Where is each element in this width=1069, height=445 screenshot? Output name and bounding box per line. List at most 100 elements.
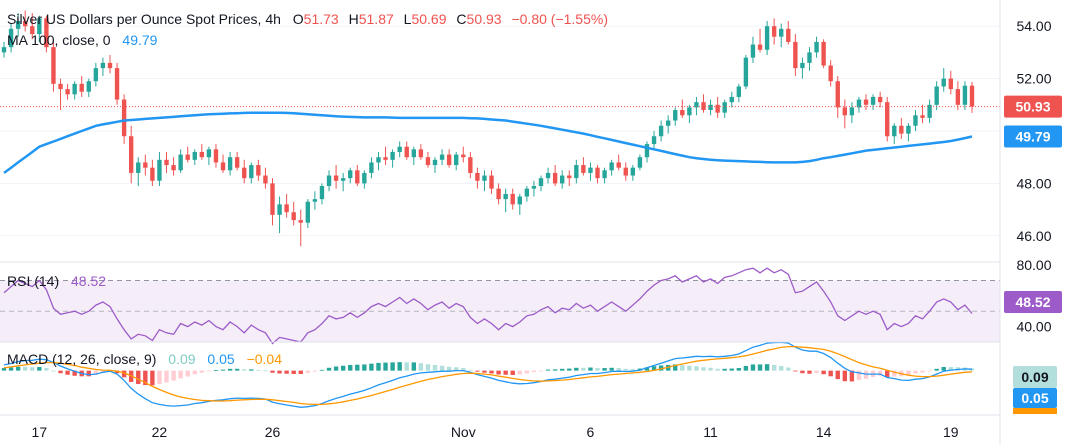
candle[interactable] [489, 170, 494, 194]
candle[interactable] [256, 159, 261, 181]
candle[interactable] [270, 178, 275, 226]
candle[interactable] [340, 172, 346, 192]
candle[interactable] [482, 170, 487, 192]
candle[interactable] [623, 162, 628, 181]
candle[interactable] [65, 83, 70, 100]
price-panel[interactable] [0, 10, 1000, 247]
candle[interactable] [390, 149, 395, 168]
candle[interactable] [355, 165, 360, 187]
candle[interactable] [892, 123, 897, 145]
candle[interactable] [213, 144, 219, 168]
candle[interactable] [899, 117, 904, 139]
candle[interactable] [870, 94, 876, 111]
candle[interactable] [757, 28, 763, 53]
candle[interactable] [771, 18, 777, 45]
candle[interactable] [51, 39, 56, 92]
candle[interactable] [743, 55, 749, 90]
candle[interactable] [157, 151, 162, 187]
candle[interactable] [807, 47, 812, 71]
candle[interactable] [171, 157, 176, 176]
candle[interactable] [658, 120, 664, 142]
candle[interactable] [439, 149, 445, 166]
candle[interactable] [468, 151, 473, 179]
candle[interactable] [454, 151, 459, 171]
candle[interactable] [814, 36, 819, 58]
candle[interactable] [729, 91, 734, 108]
candle[interactable] [475, 167, 480, 189]
candle[interactable] [701, 94, 706, 113]
candle[interactable] [326, 170, 332, 192]
candle[interactable] [948, 70, 953, 95]
candle[interactable] [673, 107, 678, 126]
candle[interactable] [312, 191, 318, 210]
chart-legend[interactable]: Silver US Dollars per Ounce Spot Prices,… [7, 11, 608, 27]
candle[interactable] [150, 159, 155, 187]
candle[interactable] [446, 149, 452, 168]
candle[interactable] [545, 167, 551, 184]
candle[interactable] [1, 41, 7, 58]
candle[interactable] [44, 15, 49, 53]
candle[interactable] [821, 39, 826, 69]
candle[interactable] [510, 188, 515, 210]
candle[interactable] [602, 167, 607, 184]
candle[interactable] [220, 154, 226, 173]
candle[interactable] [588, 162, 593, 181]
candle[interactable] [348, 167, 353, 184]
candle[interactable] [425, 151, 431, 168]
candle[interactable] [708, 99, 713, 116]
candle[interactable] [595, 165, 600, 184]
candle[interactable] [369, 157, 374, 179]
candle[interactable] [30, 13, 35, 40]
candle[interactable] [962, 81, 968, 111]
candle[interactable] [79, 75, 84, 97]
candle[interactable] [185, 146, 190, 163]
candle[interactable] [651, 131, 657, 150]
candle[interactable] [503, 188, 508, 213]
candle[interactable] [574, 159, 579, 184]
candle[interactable] [383, 146, 388, 166]
candle[interactable] [206, 146, 212, 166]
candle[interactable] [524, 186, 530, 202]
candle[interactable] [800, 57, 805, 79]
candle[interactable] [849, 102, 855, 124]
candle[interactable] [136, 157, 141, 187]
candle[interactable] [616, 154, 621, 171]
candle[interactable] [58, 78, 63, 111]
candle[interactable] [969, 82, 975, 113]
candle[interactable] [559, 170, 565, 189]
candle[interactable] [496, 183, 501, 205]
candle[interactable] [404, 141, 409, 160]
candle[interactable] [913, 110, 918, 131]
candle[interactable] [128, 125, 134, 184]
candle[interactable] [397, 141, 402, 158]
candle[interactable] [665, 115, 671, 134]
candle[interactable] [927, 99, 932, 124]
candle[interactable] [249, 162, 254, 184]
candle[interactable] [630, 165, 636, 181]
candle[interactable] [199, 144, 205, 160]
candle[interactable] [779, 23, 784, 48]
candle[interactable] [842, 99, 848, 129]
candle[interactable] [722, 99, 727, 118]
candle[interactable] [23, 10, 28, 32]
candle[interactable] [178, 149, 183, 173]
candle[interactable] [143, 154, 148, 176]
candle[interactable] [376, 151, 381, 171]
macd-legend[interactable]: MACD (12, 26, close, 9) 0.09 0.05 −0.04 [7, 351, 282, 367]
candle[interactable] [764, 20, 770, 56]
candle[interactable] [750, 36, 756, 63]
candle[interactable] [37, 15, 42, 42]
candle[interactable] [114, 62, 120, 105]
candle[interactable] [863, 94, 869, 111]
candle[interactable] [680, 99, 685, 118]
candle[interactable] [319, 183, 325, 205]
candle[interactable] [164, 151, 169, 173]
candle[interactable] [906, 123, 911, 142]
candle[interactable] [715, 96, 720, 118]
candle[interactable] [609, 159, 614, 176]
candle[interactable] [86, 78, 91, 97]
candle[interactable] [934, 81, 939, 111]
candle[interactable] [8, 23, 14, 53]
candle[interactable] [234, 151, 240, 171]
candle[interactable] [263, 167, 268, 189]
